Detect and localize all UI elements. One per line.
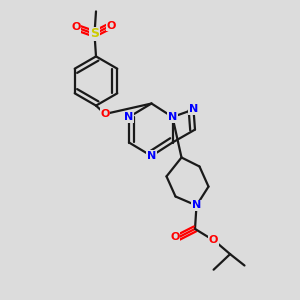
Text: N: N — [147, 151, 156, 161]
Text: S: S — [90, 27, 99, 40]
Text: N: N — [168, 112, 177, 122]
Text: N: N — [124, 112, 134, 122]
Text: O: O — [209, 235, 218, 245]
Text: O: O — [100, 109, 110, 119]
Text: O: O — [71, 22, 81, 32]
Text: O: O — [170, 232, 180, 242]
Text: O: O — [106, 20, 116, 31]
Text: N: N — [192, 200, 201, 211]
Text: N: N — [189, 104, 198, 115]
